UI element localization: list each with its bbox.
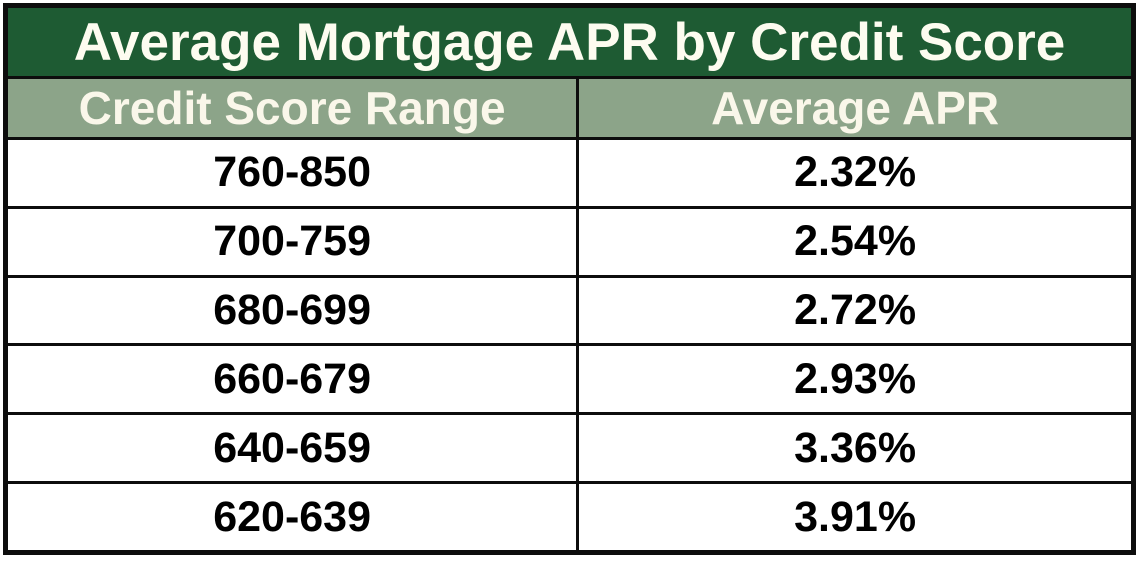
mortgage-apr-table: Average Mortgage APR by Credit Score Cre…: [3, 3, 1136, 555]
table-row: 680-699 2.72%: [8, 274, 1131, 344]
table-row: 640-659 3.36%: [8, 412, 1131, 482]
credit-score-range-cell: 660-679: [8, 346, 580, 413]
table-row: 620-639 3.91%: [8, 481, 1131, 550]
credit-score-range-cell: 640-659: [8, 415, 580, 482]
credit-score-range-cell: 760-850: [8, 140, 580, 206]
column-header-credit-score-range: Credit Score Range: [8, 79, 580, 137]
average-apr-cell: 2.54%: [794, 217, 917, 266]
credit-score-range-cell: 700-759: [8, 208, 580, 275]
table-header-row: Credit Score Range Average APR: [8, 76, 1131, 140]
average-apr-cell: 3.91%: [794, 492, 917, 541]
credit-score-range-cell: 620-639: [8, 484, 580, 550]
average-apr-cell: 2.72%: [794, 286, 917, 335]
column-header-average-apr: Average APR: [711, 82, 1000, 134]
table-row: 700-759 2.54%: [8, 205, 1131, 275]
table-row: 660-679 2.93%: [8, 343, 1131, 413]
average-apr-cell: 2.32%: [794, 148, 917, 197]
credit-score-range-cell: 680-699: [8, 277, 580, 344]
average-apr-cell: 3.36%: [794, 423, 917, 472]
table-row: 760-850 2.32%: [8, 140, 1131, 206]
average-apr-cell: 2.93%: [794, 354, 917, 403]
table-title: Average Mortgage APR by Credit Score: [8, 8, 1131, 76]
